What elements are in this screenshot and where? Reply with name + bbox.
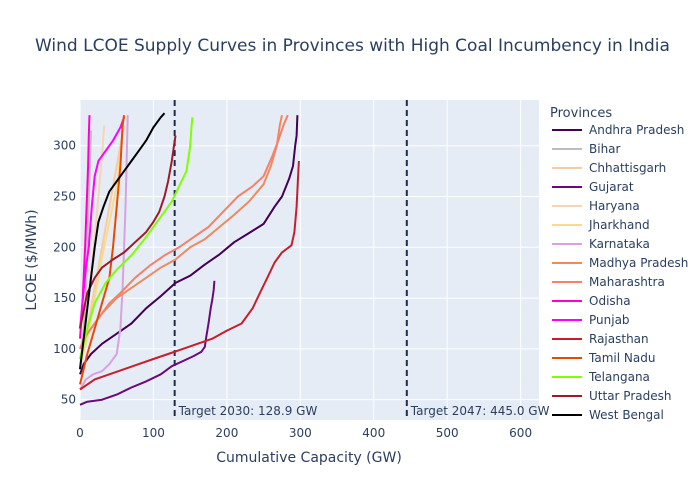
grid (79, 100, 539, 420)
legend-item-label: Andhra Pradesh (589, 123, 684, 137)
x-tick-label: 400 (362, 426, 385, 440)
y-axis-title: LCOE ($/MWh) (24, 209, 40, 310)
legend-item-label: Uttar Pradesh (589, 389, 671, 403)
legend-item-label: Chhattisgarh (589, 161, 666, 175)
y-tick-label: 300 (53, 139, 76, 153)
series-line-rajasthan (79, 160, 300, 391)
x-tick-label: 300 (289, 426, 312, 440)
legend-item-label: Haryana (589, 199, 640, 213)
legend-item-label: Telangana (588, 370, 650, 384)
legend-item-label: Bihar (589, 142, 621, 156)
y-tick-label: 150 (53, 291, 76, 305)
legend-item-label: Karnataka (589, 237, 650, 251)
series-line-uttar-pradesh (79, 135, 177, 329)
legend-item-label: Gujarat (589, 180, 634, 194)
series-line-tamil-nadu (79, 115, 126, 385)
legend-title: Provinces (550, 106, 612, 121)
x-tick-label: 600 (509, 426, 532, 440)
x-tick-label: 0 (76, 426, 84, 440)
legend-item-label: Punjab (589, 313, 630, 327)
legend: Provinces Andhra Pradesh Bihar Chhattisgar… (550, 106, 688, 422)
legend-item-label: West Bengal (589, 408, 664, 422)
legend-item-label: Jharkhand (588, 218, 650, 232)
x-ticks: 0 100 200 300 400 500 600 (76, 426, 532, 440)
y-tick-label: 100 (53, 342, 76, 356)
series-line-telangana (79, 117, 194, 360)
y-tick-label: 50 (61, 393, 76, 407)
series-line-karnataka (79, 115, 129, 391)
series-line-andhra-pradesh (79, 115, 299, 375)
legend-item-label: Maharashtra (589, 275, 665, 289)
y-tick-label: 200 (53, 240, 76, 254)
legend-item-label: Tamil Nadu (588, 351, 655, 365)
target-label: Target 2047: 445.0 GW (410, 404, 550, 418)
y-tick-label: 250 (53, 190, 76, 204)
target-label: Target 2030: 128.9 GW (178, 404, 318, 418)
plot-background (80, 100, 539, 420)
series-lines (79, 112, 300, 406)
series-line-west-bengal (79, 112, 166, 370)
series-line-gujarat (79, 280, 216, 406)
x-tick-label: 200 (215, 426, 238, 440)
y-ticks: 50 100 150 200 250 300 (53, 139, 76, 407)
series-line-maharashtra (79, 114, 289, 350)
legend-item-label: Rajasthan (589, 332, 649, 346)
series-line-bihar (79, 130, 92, 370)
x-tick-label: 100 (142, 426, 165, 440)
series-line-punjab (79, 116, 126, 329)
x-tick-label: 500 (436, 426, 459, 440)
x-axis-title: Cumulative Capacity (GW) (216, 450, 402, 466)
legend-item-label: Madhya Pradesh (589, 256, 688, 270)
legend-item-label: Odisha (589, 294, 631, 308)
chart-title: Wind LCOE Supply Curves in Provinces wit… (35, 36, 670, 56)
